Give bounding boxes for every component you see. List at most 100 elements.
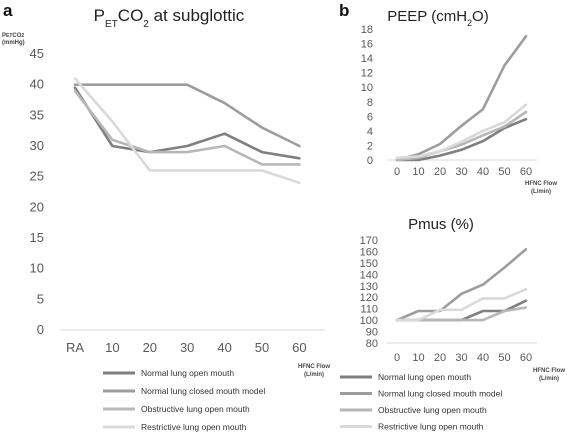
- data-point: [186, 151, 188, 153]
- chart-petco2-xlabel: HFNC Flow (L/min): [298, 364, 330, 378]
- y-tick-label: 90: [366, 327, 378, 339]
- data-point: [149, 151, 151, 153]
- data-point: [74, 84, 76, 86]
- data-point: [149, 84, 151, 86]
- data-point: [482, 310, 484, 312]
- data-point: [396, 319, 398, 321]
- legend-label: Normal lung closed mouth model: [378, 389, 502, 399]
- data-point: [111, 120, 113, 123]
- x-tick-label: 30: [455, 166, 467, 178]
- legend-label: Restrictive lung open mouth: [378, 422, 484, 432]
- x-tick-label: RA: [66, 340, 84, 355]
- data-point: [261, 151, 263, 153]
- x-tick-label: 60: [520, 166, 532, 178]
- data-point: [111, 84, 113, 86]
- x-tick-label: 50: [255, 340, 269, 355]
- data-point: [460, 149, 463, 151]
- data-point: [261, 163, 263, 165]
- y-tick-label: 25: [30, 169, 44, 184]
- legend-label: Obstructive lung open mouth: [141, 404, 250, 414]
- chart-pmus-title: Pmus (%): [408, 216, 474, 233]
- data-point: [439, 150, 441, 152]
- data-point: [224, 169, 226, 172]
- data-point: [261, 169, 263, 172]
- y-tick-label: 12: [361, 68, 373, 80]
- legend-label: Normal lung open mouth: [378, 372, 471, 382]
- data-point: [74, 77, 76, 80]
- data-point: [525, 118, 527, 120]
- y-tick-label: 10: [30, 261, 44, 276]
- x-tick-label: 10: [105, 340, 119, 355]
- data-point: [503, 266, 506, 269]
- data-point: [525, 300, 527, 302]
- data-point: [525, 35, 527, 37]
- legend-label: Obstructive lung open mouth: [378, 405, 487, 415]
- data-point: [525, 111, 527, 113]
- y-tick-label: 20: [30, 199, 44, 214]
- chart-petco2: PETCO2 at subglottic PETCO2 (mmHg) 0 5 10 15…: [2, 6, 330, 432]
- data-point: [482, 140, 484, 142]
- y-tick-label: 15: [30, 230, 44, 245]
- data-point: [439, 319, 441, 321]
- x-tick-label: 10: [412, 352, 424, 364]
- x-tick-label: 0: [394, 166, 400, 178]
- y-tick-label: 40: [30, 77, 44, 92]
- chart-petco2-series: [73, 77, 301, 185]
- data-point: [460, 141, 463, 143]
- y-tick-label: 6: [367, 111, 373, 123]
- data-point: [439, 155, 441, 157]
- data-point: [503, 297, 506, 299]
- data-point: [460, 309, 463, 311]
- panel-letter-a: a: [3, 1, 13, 20]
- data-point: [503, 64, 506, 66]
- x-tick-label: 40: [217, 340, 231, 355]
- y-tick-label: 14: [361, 53, 373, 65]
- data-point: [525, 288, 527, 290]
- chart-peep-x-ticks: 0 10 20 30 40 50 60: [394, 166, 532, 178]
- data-point: [149, 169, 151, 172]
- chart-pmus-series: [395, 247, 528, 322]
- data-point: [482, 130, 484, 132]
- x-tick-label: 60: [292, 340, 306, 355]
- x-tick-label: 40: [477, 352, 489, 364]
- data-point: [417, 319, 420, 321]
- x-tick-label: 10: [412, 166, 424, 178]
- data-point: [74, 87, 76, 89]
- chart-pmus-xlabel: HFNC Flow (L/min): [533, 368, 565, 382]
- data-point: [460, 125, 463, 127]
- chart-petco2-x-ticks: RA 10 20 30 40 50 60: [66, 340, 307, 355]
- y-tick-label: 130: [360, 281, 378, 293]
- chart-pmus-x-ticks: 0 10 20 30 40 50 60: [394, 352, 532, 364]
- y-tick-label: 170: [360, 235, 378, 247]
- series-line-1: [73, 86, 301, 160]
- data-point: [525, 306, 527, 309]
- data-point: [460, 293, 463, 295]
- x-tick-label: 60: [520, 352, 532, 364]
- chart-petco2-ylabel: PETCO2 (mmHg): [2, 33, 25, 46]
- x-tick-label: 50: [498, 166, 510, 178]
- chart-petco2-legend: Normal lung open mouth Normal lung closed…: [103, 368, 265, 432]
- y-tick-label: 0: [367, 155, 373, 167]
- data-point: [503, 125, 506, 128]
- data-point: [503, 310, 506, 312]
- data-point: [396, 159, 398, 161]
- data-point: [482, 134, 484, 136]
- x-tick-label: 20: [143, 340, 157, 355]
- chart-petco2-title: PETCO2 at subglottic: [94, 6, 245, 30]
- x-tick-label: 0: [394, 352, 400, 364]
- data-point: [417, 159, 420, 161]
- chart-peep: PEEP (cmH2O) 0 2 4 6 8 10 12 14 16 18 0 10 20 30 40 50…: [361, 8, 558, 195]
- x-tick-label: 20: [434, 166, 446, 178]
- y-tick-label: 80: [366, 338, 378, 350]
- data-point: [482, 108, 484, 110]
- data-point: [186, 84, 188, 86]
- y-tick-label: 8: [367, 97, 373, 109]
- y-tick-label: 45: [30, 46, 44, 61]
- data-point: [503, 121, 506, 123]
- panel-letter-b: b: [339, 1, 349, 20]
- data-point: [482, 319, 484, 321]
- x-tick-label: 40: [477, 166, 489, 178]
